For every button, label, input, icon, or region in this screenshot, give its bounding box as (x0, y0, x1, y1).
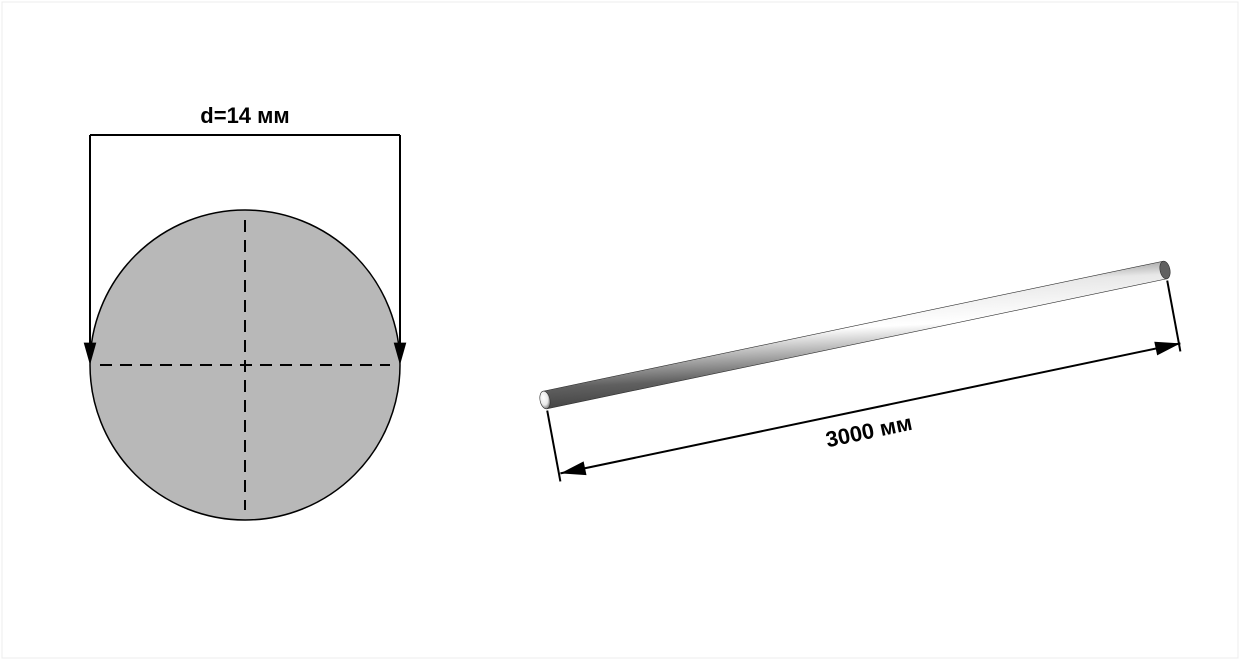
rod-extension-left (547, 411, 560, 482)
cross-section-view: d=14 мм (84, 103, 407, 520)
length-dimension-line (560, 343, 1180, 473)
rod-arrow-right-icon (1154, 342, 1180, 356)
rod-side-view: 3000 мм (538, 260, 1180, 481)
rod-arrow-left-icon (560, 461, 586, 475)
diameter-label: d=14 мм (200, 103, 289, 128)
technical-drawing: d=14 мм 3000 мм (0, 0, 1240, 660)
rod-extension-right (1167, 281, 1180, 352)
rod-body (543, 261, 1167, 409)
